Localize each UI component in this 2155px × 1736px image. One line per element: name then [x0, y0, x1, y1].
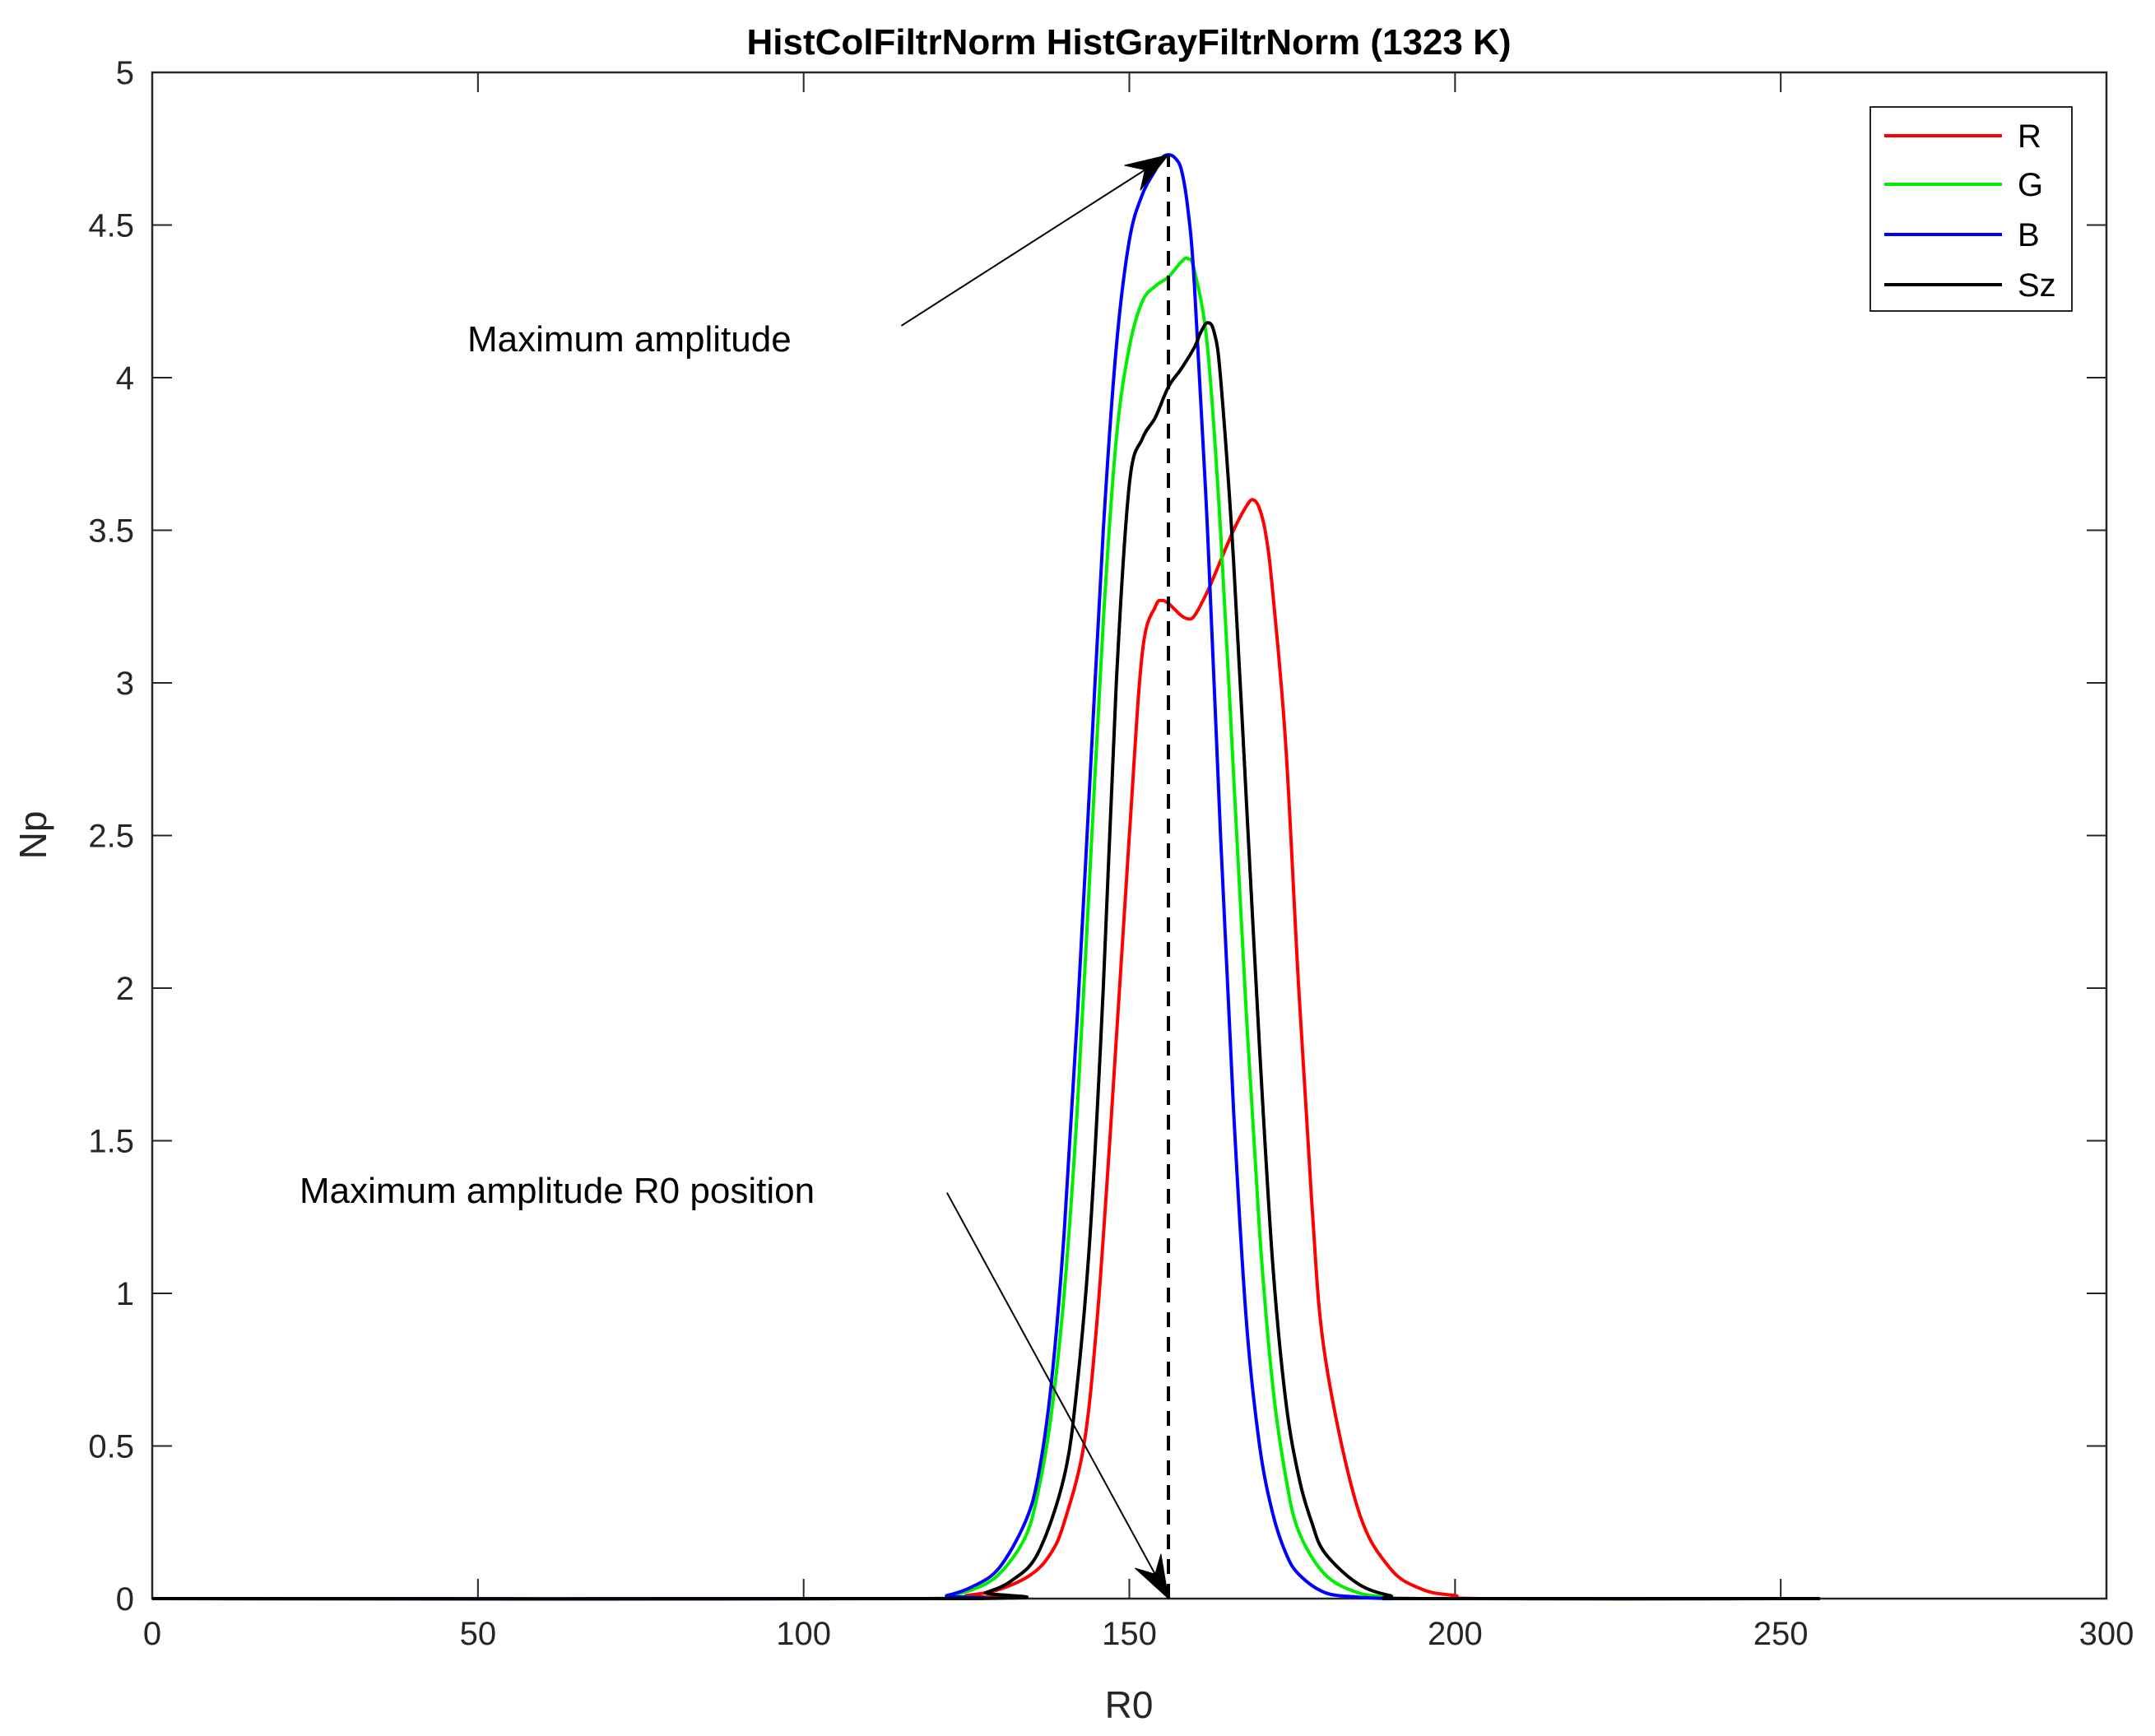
legend-label-g: G: [2018, 167, 2043, 203]
x-tick-label: 50: [460, 1616, 497, 1652]
series-line-g: [151, 256, 1820, 1601]
y-tick-label: 1: [116, 1276, 134, 1312]
x-tick-label: 150: [1102, 1616, 1157, 1652]
y-tick-label: 1.5: [88, 1124, 134, 1160]
y-tick-labels: 0 0.5 1 1.5 2 2.5 3 3.5 4 4.5 5: [88, 55, 134, 1618]
x-tick-label: 250: [1753, 1616, 1809, 1652]
arrow-maximum-amplitude-shaft: [900, 154, 1169, 327]
series-line-sz: [151, 321, 1820, 1601]
legend: R G B Sz: [1869, 106, 2073, 312]
x-tick-label: 300: [2079, 1616, 2134, 1652]
y-tick-label: 0.5: [88, 1429, 134, 1465]
chart-title: HistColFiltrNorm HistGrayFiltrNorm (1323…: [746, 22, 1511, 63]
y-tick-label: 5: [116, 55, 134, 91]
y-tick-label: 3.5: [88, 513, 134, 550]
y-tick-label: 0: [116, 1581, 134, 1618]
x-tick-label: 200: [1428, 1616, 1483, 1652]
x-tick-label: 100: [776, 1616, 831, 1652]
legend-label-r: R: [2018, 118, 2041, 155]
arrow-r0-position-head: [1134, 1553, 1169, 1600]
x-tick-label: 0: [143, 1616, 161, 1652]
y-axis-label: Np: [12, 811, 54, 860]
arrow-r0-position-shaft: [945, 1192, 1169, 1599]
x-axis-label: R0: [1105, 1683, 1154, 1726]
legend-label-sz: Sz: [2018, 267, 2056, 304]
x-tick-labels: 0 50 100 150 200 250 300: [143, 1616, 2134, 1652]
legend-label-b: B: [2018, 217, 2040, 253]
y-tick-label: 3: [116, 666, 134, 702]
annotation-maximum-amplitude: Maximum amplitude: [467, 319, 792, 360]
legend-box: [1869, 106, 2073, 312]
y-tick-label: 4: [116, 360, 134, 397]
y-tick-label: 4.5: [88, 208, 134, 244]
y-tick-label: 2: [116, 971, 134, 1007]
arrow-maximum-amplitude-head: [1124, 154, 1170, 191]
series-line-r: [151, 498, 1820, 1601]
annotations: [900, 154, 1170, 1600]
annotation-r0-position: Maximum amplitude R0 position: [300, 1171, 815, 1211]
y-tick-label: 2.5: [88, 819, 134, 855]
